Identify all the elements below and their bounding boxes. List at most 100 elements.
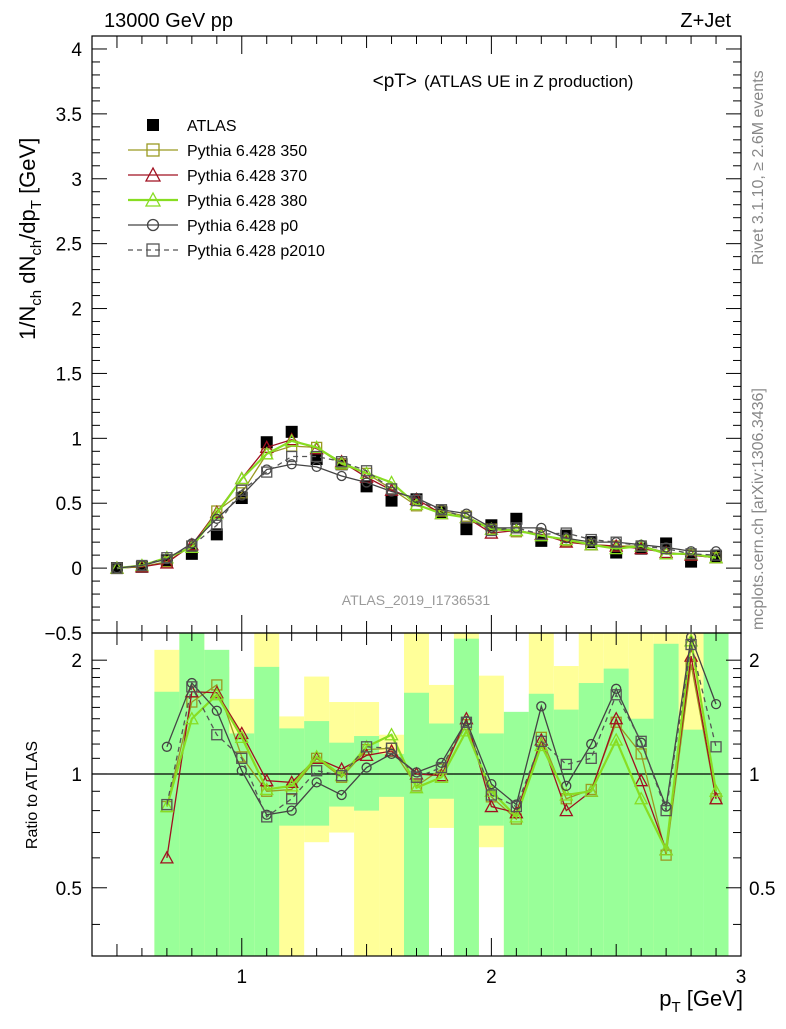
main-ytick-label-2: 0.5 bbox=[56, 494, 82, 515]
ratio-series-1-point-4 bbox=[259, 773, 274, 787]
main-series-3-point-24 bbox=[708, 550, 724, 564]
legend-entry-5: Pythia 6.428 p2010 bbox=[187, 243, 325, 260]
ratio-series-2-point-0 bbox=[159, 799, 174, 813]
legend-entry-1: Pythia 6.428 350 bbox=[187, 143, 307, 160]
ratio-ytick-label-1: 1 bbox=[71, 765, 82, 786]
ratio-series-2-point-10 bbox=[409, 780, 424, 794]
main-series-5-point-24 bbox=[710, 549, 722, 561]
ratio-series-3-point-7 bbox=[336, 789, 347, 801]
ratio-series-3-point-13 bbox=[486, 778, 497, 790]
main-series-5-point-3 bbox=[186, 540, 198, 552]
ratio-xtick-label-0: 1 bbox=[236, 967, 247, 988]
main-series-5-point-22 bbox=[660, 542, 672, 555]
main-series-1-line bbox=[116, 445, 717, 569]
ratio-xtick-label-2: 3 bbox=[736, 967, 747, 988]
ratio-panel-series bbox=[159, 632, 724, 864]
ratio-series-4-point-19 bbox=[635, 735, 647, 747]
main-series-3-point-9 bbox=[334, 455, 349, 469]
ratio-series-3-point-8 bbox=[361, 762, 372, 773]
main-series-0-point-20 bbox=[610, 546, 623, 559]
ratio-series-2-point-3 bbox=[234, 729, 249, 743]
main-series-0-point-11 bbox=[385, 494, 398, 507]
ratio-series-1-point-16 bbox=[559, 803, 574, 817]
main-series-5-point-9 bbox=[335, 456, 348, 468]
ratio-series-2-point-5 bbox=[284, 778, 299, 792]
ratio-series-2-point-19 bbox=[634, 791, 649, 805]
ratio-series-3-point-0 bbox=[161, 741, 173, 752]
main-series-5-point-1 bbox=[136, 559, 148, 572]
main-series-0-point-16 bbox=[510, 512, 523, 525]
ratio-series-3-point-5 bbox=[286, 805, 297, 816]
ratio-series-2-point-14 bbox=[509, 809, 524, 823]
ratio-series-4-point-21 bbox=[685, 638, 697, 651]
main-series-5-point-10 bbox=[360, 465, 373, 477]
ratio-uncertainty-bands bbox=[154, 633, 729, 956]
ratio-series-2-point-18 bbox=[609, 732, 624, 746]
ratio-series-4-line bbox=[166, 644, 717, 818]
main-ytick-label-3: 1 bbox=[71, 429, 82, 450]
legend-marker-4 bbox=[146, 218, 160, 232]
main-series-3-line bbox=[116, 439, 717, 570]
band-green-0 bbox=[154, 691, 180, 956]
main-series-3-point-20 bbox=[609, 541, 624, 555]
rivet-label: Rivet 3.1.10, ≥ 2.6M events bbox=[750, 70, 767, 265]
main-series-5-point-17 bbox=[535, 528, 547, 541]
mcplots-label: mcplots.cern.ch [arXiv:1306.3436] bbox=[750, 388, 767, 630]
band-green-18 bbox=[603, 668, 629, 956]
ratio-ylabel: Ratio to ATLAS bbox=[24, 741, 41, 849]
ratio-series-1-point-0 bbox=[159, 850, 174, 864]
ratio-series-4-point-15 bbox=[535, 735, 547, 747]
ratio-series-4-point-7 bbox=[335, 769, 348, 782]
ratio-series-4-point-5 bbox=[286, 793, 298, 805]
analysis-label: ATLAS_2019_I1736531 bbox=[342, 592, 491, 608]
main-series-5-point-0 bbox=[111, 562, 123, 574]
main-series-5-point-7 bbox=[286, 450, 298, 463]
ratio-ytick-label-right-0: 0.5 bbox=[749, 879, 775, 900]
main-ytick-label-6: 2.5 bbox=[56, 235, 82, 256]
ratio-series-2-point-6 bbox=[309, 749, 324, 763]
main-series-5-point-20 bbox=[610, 536, 622, 548]
band-green-12 bbox=[453, 638, 479, 956]
main-series-0-point-24 bbox=[710, 550, 723, 563]
main-series-5-point-21 bbox=[635, 540, 647, 552]
main-series-5-point-13 bbox=[435, 504, 448, 516]
band-green-14 bbox=[503, 711, 529, 956]
axes-and-ticks: −0.5 0 0.5 1 1.5 2 2.5 3 3.5 4 1 2 3 0.5 0.5 1 1 2 2 bbox=[44, 35, 775, 988]
main-ytick-label-8: 3.5 bbox=[56, 105, 82, 126]
main-series-4-line bbox=[116, 463, 717, 569]
main-series-5-point-12 bbox=[410, 494, 423, 507]
ratio-series-4-point-10 bbox=[410, 771, 423, 783]
ratio-series-4-point-13 bbox=[485, 789, 498, 801]
main-series-5 bbox=[111, 450, 722, 574]
xlabel-text: pT [GeV] bbox=[659, 986, 743, 1016]
ratio-series-4-point-18 bbox=[610, 689, 622, 701]
ratio-series-4-point-4 bbox=[261, 811, 273, 823]
main-series-4-point-8 bbox=[311, 461, 322, 473]
ratio-xtick-label-1: 2 bbox=[486, 967, 497, 988]
ratio-series-2-point-17 bbox=[584, 783, 599, 797]
ratio-series-4-point-6 bbox=[311, 765, 323, 777]
ratio-series-4-point-8 bbox=[360, 741, 373, 753]
main-series-2-point-15 bbox=[484, 525, 499, 539]
main-series-4-point-10 bbox=[361, 477, 372, 488]
ratio-series-3-point-3 bbox=[236, 765, 247, 776]
ratio-series-3-point-6 bbox=[311, 777, 322, 788]
legend-entry-4: Pythia 6.428 p0 bbox=[187, 218, 298, 235]
legend-marker-2 bbox=[144, 166, 162, 182]
legend-entry-3: Pythia 6.428 380 bbox=[187, 193, 307, 210]
ratio-series-4-point-22 bbox=[710, 741, 722, 753]
legend-marker-1 bbox=[146, 143, 160, 157]
ratio-series-1-point-19 bbox=[634, 773, 649, 787]
main-series-5-point-4 bbox=[211, 519, 223, 531]
main-series-5-point-16 bbox=[510, 522, 522, 534]
ratio-series-4-point-14 bbox=[510, 800, 522, 813]
band-green-6 bbox=[304, 721, 330, 826]
main-ytick-label-1: 0 bbox=[71, 559, 82, 580]
main-series-3-point-7 bbox=[284, 433, 299, 447]
main-series-3-point-8 bbox=[309, 440, 324, 454]
main-series-5-point-14 bbox=[460, 511, 473, 524]
main-ylabel-text: 1/Nch dNch/dpT [GeV] bbox=[15, 138, 45, 340]
main-series-3-point-12 bbox=[409, 497, 424, 511]
main-series-0-point-14 bbox=[460, 523, 473, 536]
